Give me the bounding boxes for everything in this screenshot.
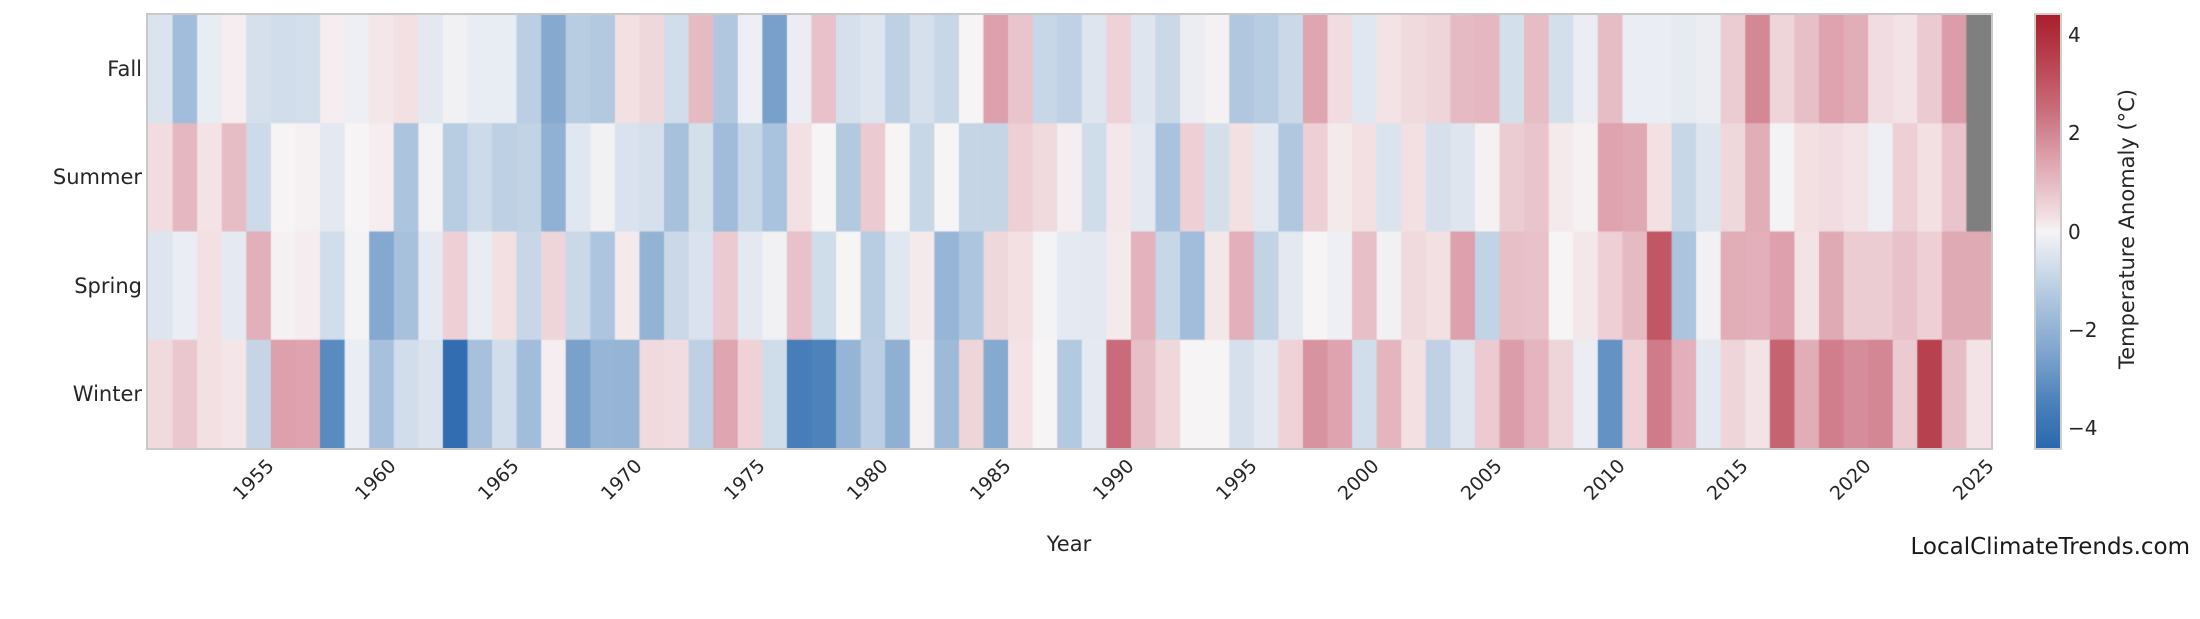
figure-root: { "watermark": "LocalClimateTrends.com",… (52, 13, 2190, 560)
heatmap-plot-area (146, 13, 1993, 450)
watermark-text: LocalClimateTrends.com (1910, 534, 2190, 560)
colorbar-title: Temperature Anomaly (°C) (2115, 88, 2139, 370)
colorbar-tick-label: −4 (2068, 416, 2098, 441)
row-label-spring: Spring (74, 273, 142, 298)
row-label-winter: Winter (72, 381, 142, 406)
colorbar-gradient (2034, 13, 2062, 450)
colorbar-tick-label: 2 (2068, 121, 2081, 146)
colorbar-tick-label: −2 (2068, 317, 2098, 342)
colorbar-tick-label: 0 (2068, 219, 2081, 244)
row-label-summer: Summer (52, 165, 142, 190)
heatmap-canvas (148, 15, 1991, 448)
row-label-fall: Fall (107, 57, 142, 82)
x-axis-title: Year (1046, 532, 1092, 556)
colorbar-tick-label: 4 (2068, 22, 2081, 47)
